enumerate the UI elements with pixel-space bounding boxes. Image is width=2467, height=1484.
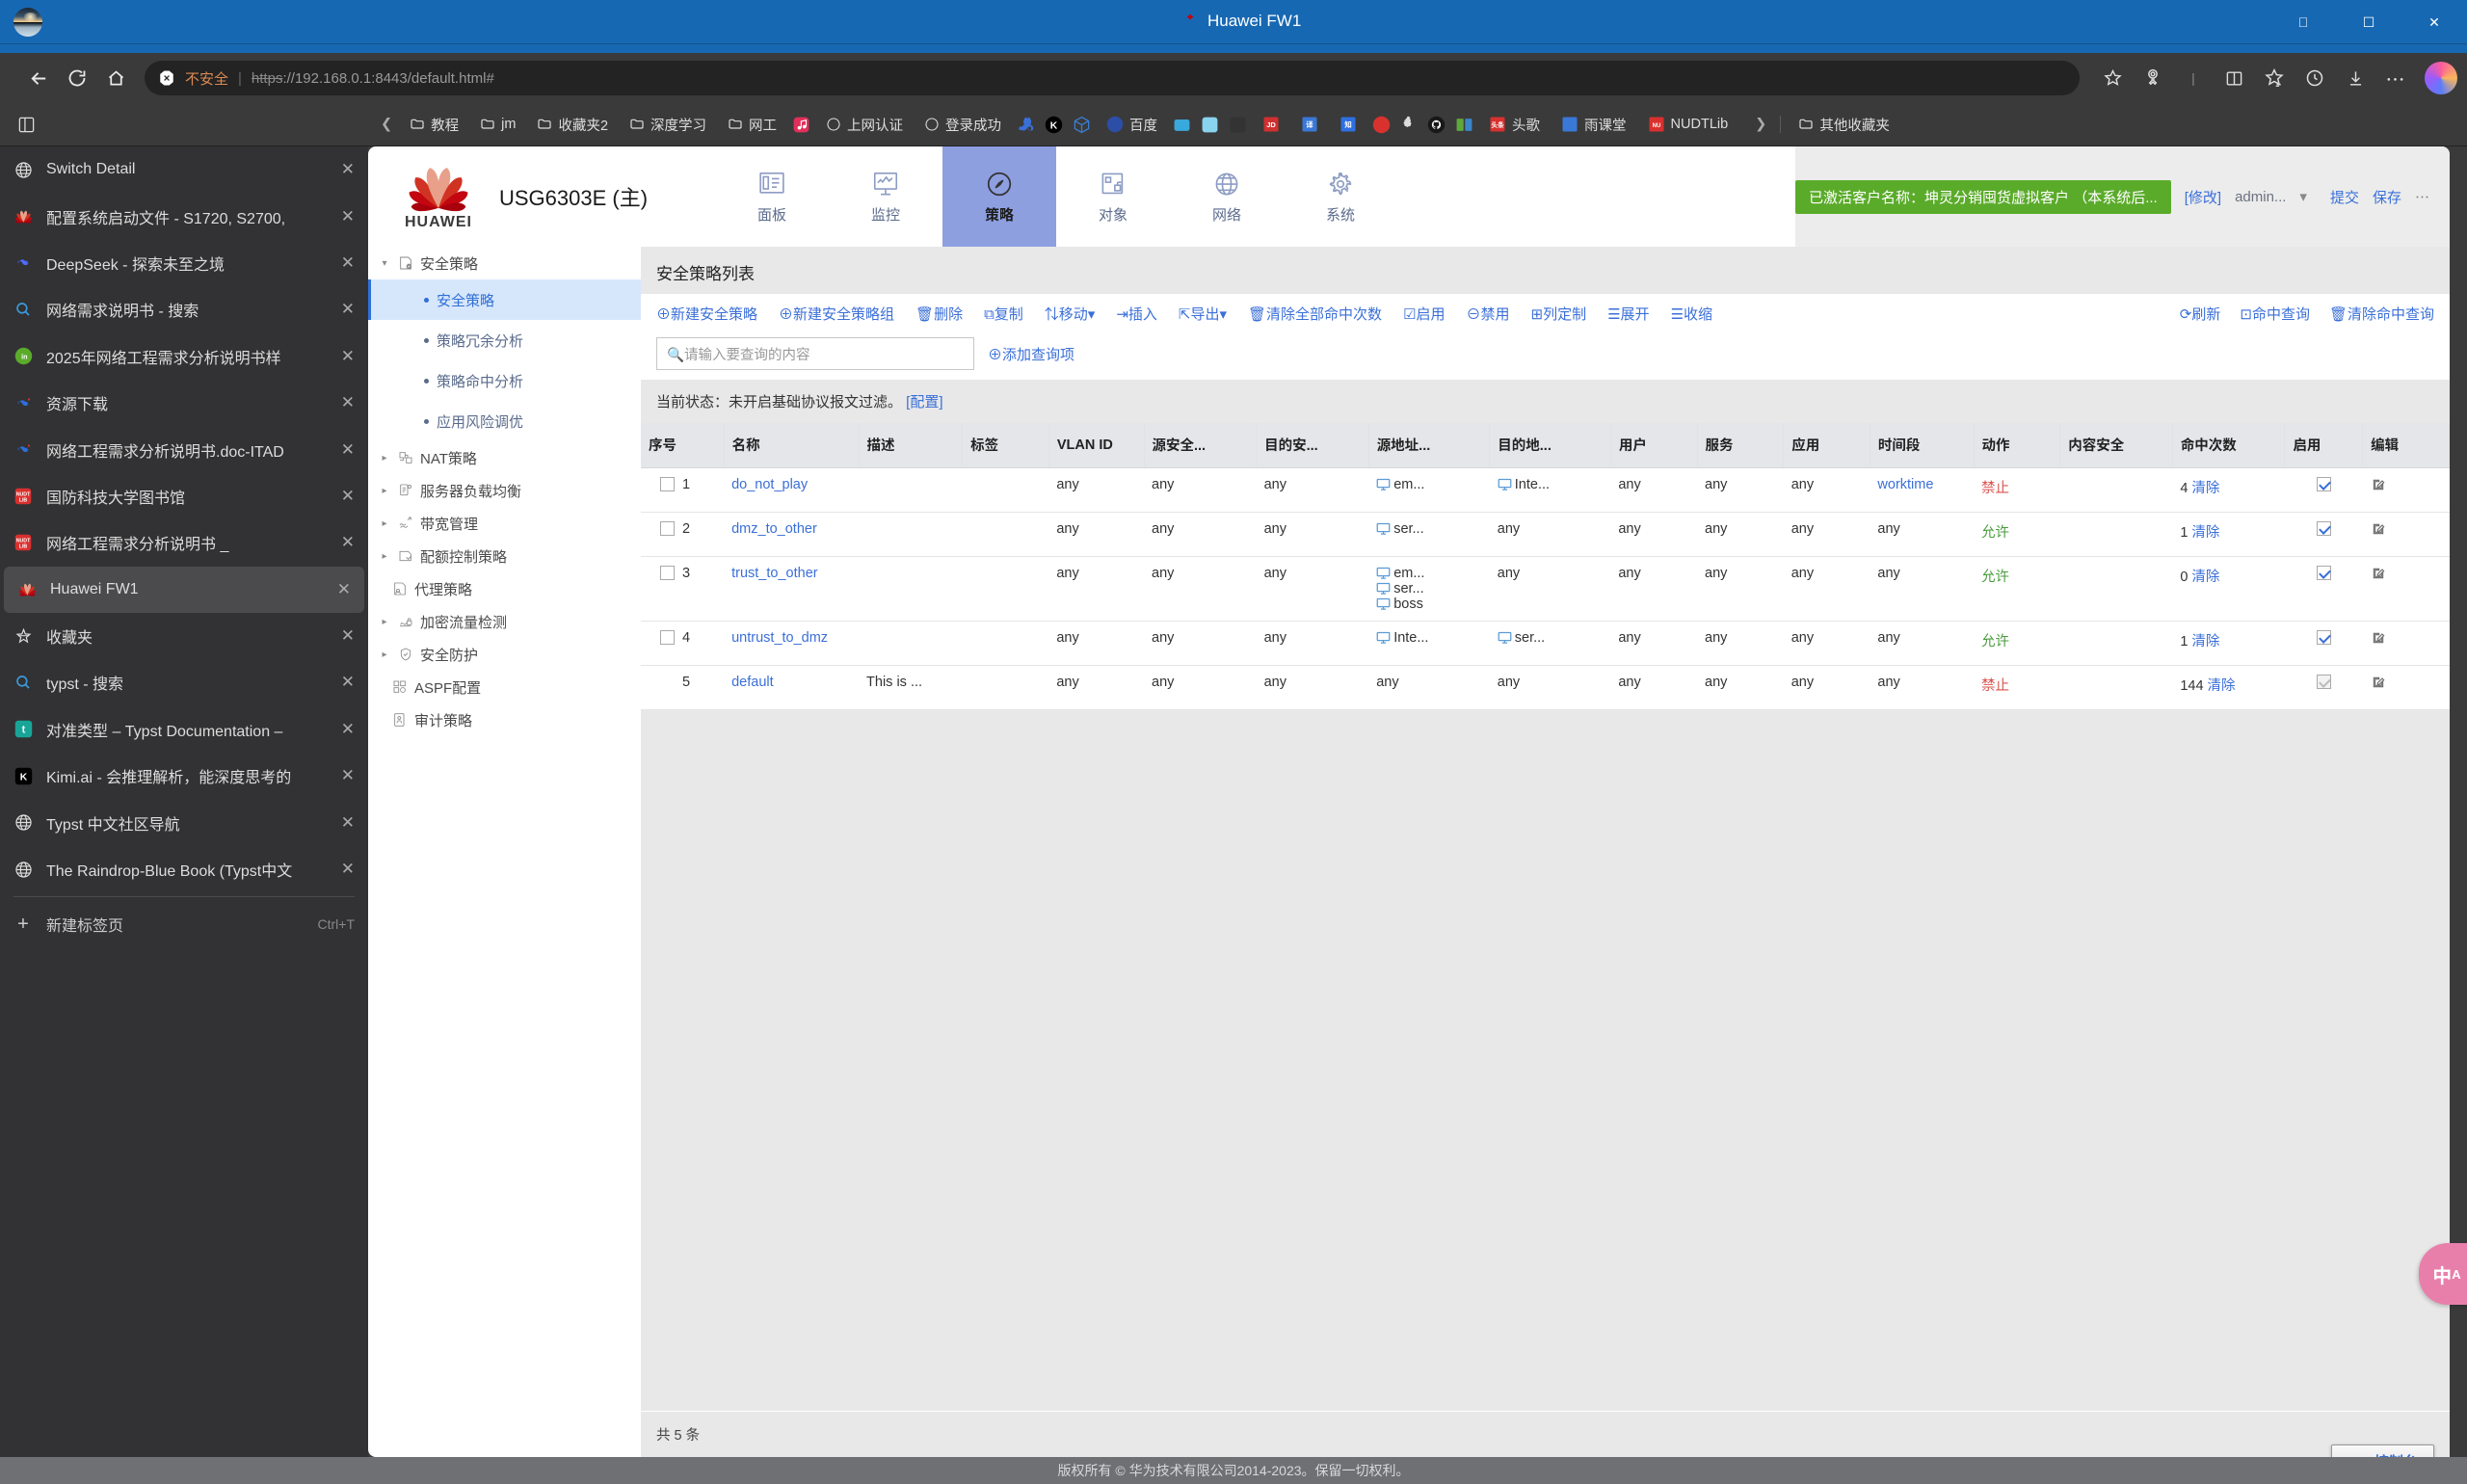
svg-text:K: K — [19, 772, 27, 782]
svg-text:译: 译 — [1306, 119, 1313, 129]
svg-text:头条: 头条 — [1491, 120, 1504, 129]
svg-text:NUDT: NUDT — [16, 539, 31, 544]
svg-text:NU: NU — [1652, 123, 1660, 129]
svg-text:LIB: LIB — [19, 544, 28, 550]
svg-text:NUDT: NUDT — [16, 491, 31, 497]
svg-text:t: t — [21, 725, 25, 736]
svg-text:LIB: LIB — [19, 497, 28, 503]
svg-text:JD: JD — [1266, 120, 1276, 129]
svg-text:K: K — [1050, 120, 1058, 131]
svg-text:知: 知 — [1344, 119, 1352, 129]
svg-text:in: in — [21, 354, 27, 361]
